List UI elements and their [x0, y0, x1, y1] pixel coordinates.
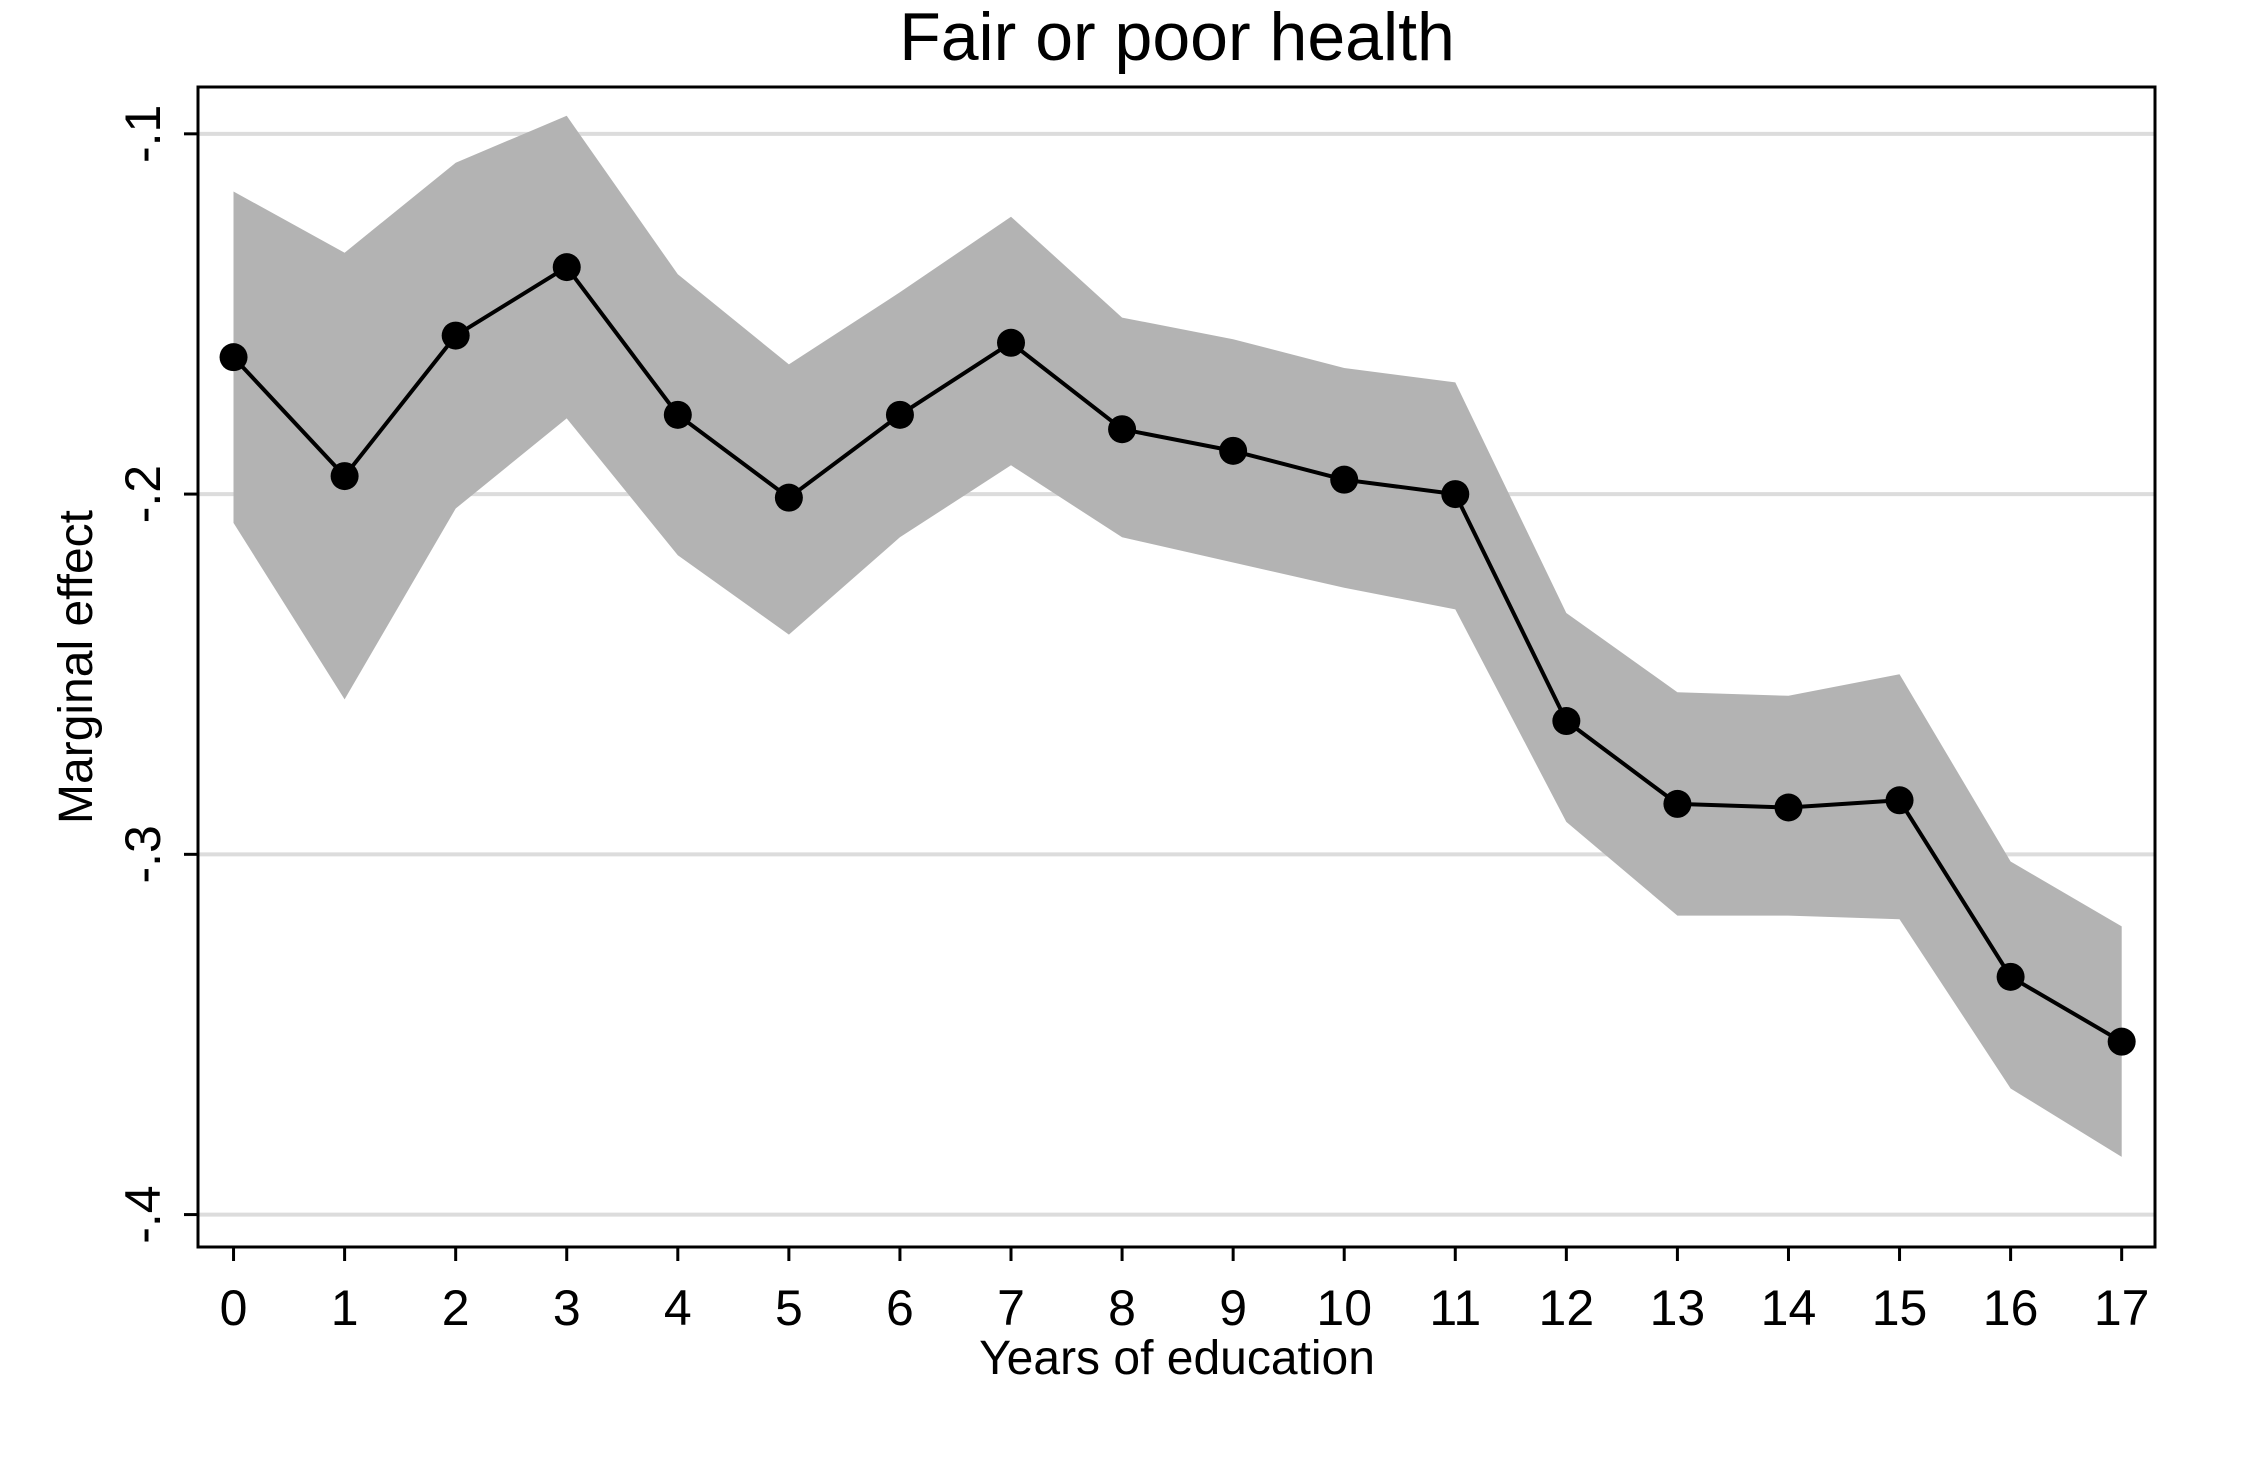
data-point: [885, 400, 914, 429]
data-point: [441, 321, 470, 350]
x-tick-label: 4: [664, 1280, 692, 1336]
x-tick-label: 11: [1429, 1280, 1481, 1336]
data-point: [552, 253, 581, 282]
data-point: [1663, 789, 1692, 818]
chart-title: Fair or poor health: [899, 0, 1455, 75]
x-tick-label: 3: [553, 1280, 581, 1336]
x-tick-label: 16: [1983, 1280, 2039, 1336]
data-point: [774, 483, 803, 512]
x-tick-label: 5: [775, 1280, 803, 1336]
confidence-band: [233, 115, 2122, 1157]
series-line: [232, 265, 2123, 1044]
data-point: [1885, 786, 1914, 815]
data-point: [1441, 480, 1470, 509]
x-tick-label: 13: [1650, 1280, 1706, 1336]
data-point: [1774, 793, 1803, 822]
data-point: [1330, 465, 1359, 494]
x-tick-label: 10: [1316, 1280, 1372, 1336]
x-tick-label: 17: [2094, 1280, 2150, 1336]
data-point: [663, 400, 692, 429]
x-tick-label: 7: [997, 1280, 1025, 1336]
x-tick-label: 6: [886, 1280, 914, 1336]
plot-frame: [196, 85, 2157, 1249]
y-tick-label: -.1: [115, 105, 171, 163]
x-tick-label: 14: [1761, 1280, 1817, 1336]
data-point: [1996, 962, 2025, 991]
data-point: [1219, 436, 1248, 465]
plot-layer: -.1-.2-.3-.40 1 2 3 4 5 6 7 8 9 10 11 12 13 14 15 16 17: [115, 85, 2157, 1336]
y-tick-label: -.3: [115, 825, 171, 883]
data-point: [997, 328, 1026, 357]
data-point: [1108, 415, 1137, 444]
x-tick-label: 9: [1219, 1280, 1247, 1336]
y-tick-label: -.2: [115, 465, 171, 523]
data-point: [330, 462, 359, 491]
x-tick-label: 1: [331, 1280, 359, 1336]
x-tick-label: 2: [442, 1280, 470, 1336]
y-tick-label: -.4: [115, 1185, 171, 1243]
x-tick-label: 8: [1108, 1280, 1136, 1336]
data-point: [1552, 707, 1581, 736]
x-tick-label: 0: [220, 1280, 248, 1336]
x-axis-title: Years of education: [979, 1332, 1375, 1385]
x-tick-label: 15: [1872, 1280, 1928, 1336]
data-point: [219, 343, 248, 372]
x-tick-label: 12: [1539, 1280, 1595, 1336]
y-axis-title: Marginal effect: [50, 510, 103, 824]
data-point: [2107, 1027, 2136, 1056]
